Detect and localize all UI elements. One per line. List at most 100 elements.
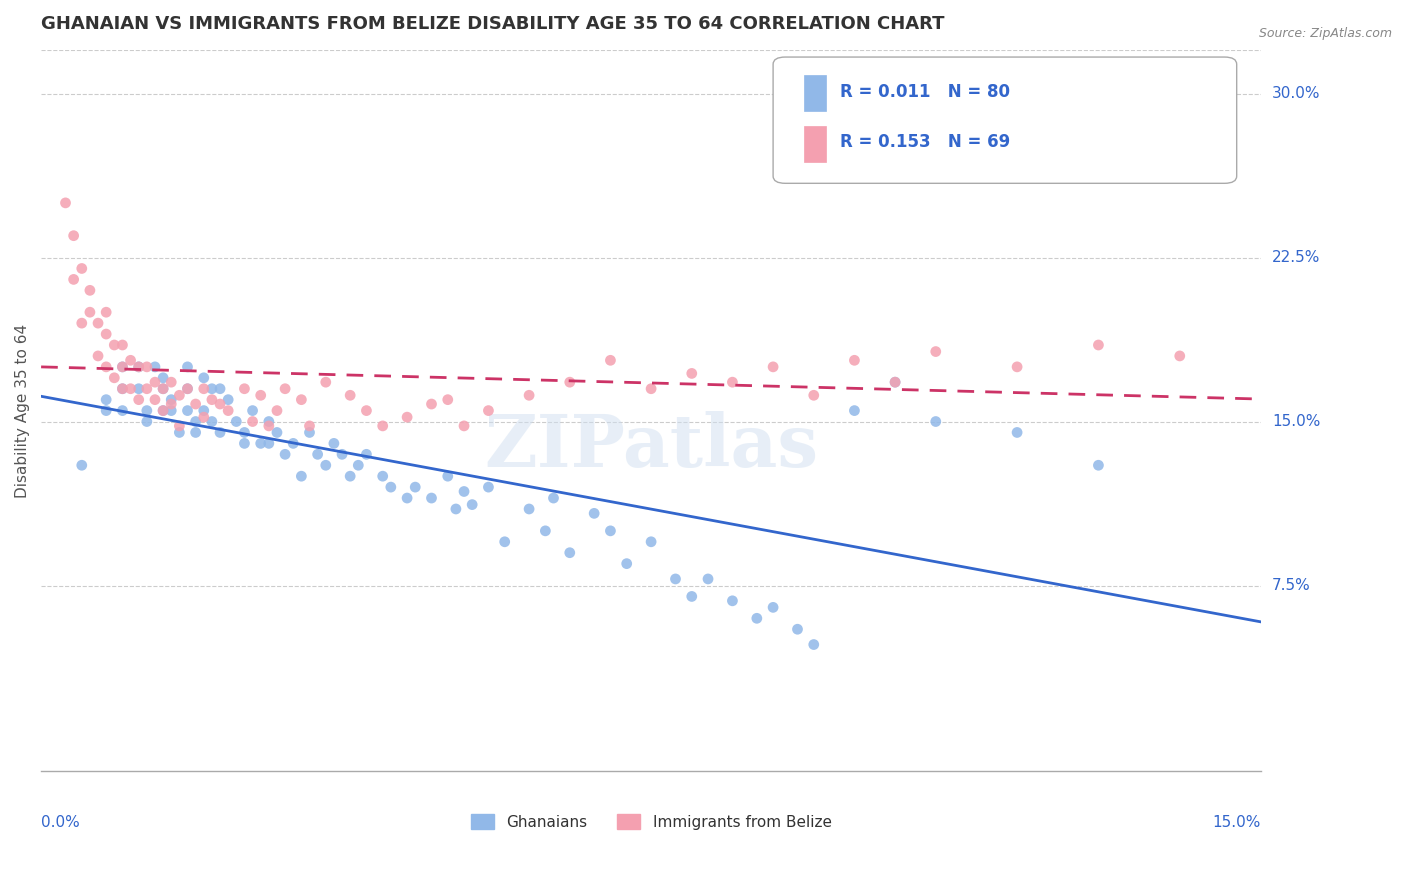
- Point: [184, 425, 207, 440]
- Point: [201, 382, 224, 396]
- Text: Source: ZipAtlas.com: Source: ZipAtlas.com: [1258, 27, 1392, 40]
- Point: [111, 382, 134, 396]
- Point: [217, 392, 239, 407]
- Point: [494, 534, 516, 549]
- Point: [844, 403, 866, 417]
- Point: [371, 418, 394, 433]
- Point: [257, 436, 280, 450]
- Point: [184, 397, 207, 411]
- Point: [152, 403, 174, 417]
- Point: [697, 572, 720, 586]
- Point: [884, 375, 907, 389]
- Point: [79, 305, 101, 319]
- Point: [884, 375, 907, 389]
- Point: [160, 397, 183, 411]
- Point: [371, 469, 394, 483]
- Point: [152, 382, 174, 396]
- Point: [436, 392, 458, 407]
- Point: [70, 316, 93, 330]
- Point: [176, 403, 198, 417]
- Point: [444, 502, 467, 516]
- Point: [62, 228, 84, 243]
- FancyBboxPatch shape: [773, 57, 1237, 184]
- Point: [111, 338, 134, 352]
- Text: 22.5%: 22.5%: [1272, 250, 1320, 265]
- Point: [160, 403, 183, 417]
- Point: [803, 388, 825, 402]
- Point: [925, 344, 948, 359]
- Point: [404, 480, 426, 494]
- FancyBboxPatch shape: [804, 126, 825, 161]
- Point: [1005, 425, 1028, 440]
- Point: [436, 469, 458, 483]
- Point: [330, 447, 353, 461]
- Point: [925, 415, 948, 429]
- Text: 15.0%: 15.0%: [1272, 414, 1320, 429]
- Point: [543, 491, 565, 505]
- Point: [721, 594, 744, 608]
- Point: [290, 392, 312, 407]
- Point: [193, 410, 215, 425]
- Point: [111, 359, 134, 374]
- Point: [169, 388, 191, 402]
- Point: [640, 534, 662, 549]
- Point: [96, 305, 118, 319]
- Text: R = 0.153   N = 69: R = 0.153 N = 69: [841, 133, 1011, 151]
- Point: [298, 418, 321, 433]
- Point: [298, 425, 321, 440]
- Y-axis label: Disability Age 35 to 64: Disability Age 35 to 64: [15, 324, 30, 498]
- Point: [534, 524, 557, 538]
- Point: [396, 410, 419, 425]
- Point: [599, 353, 621, 368]
- Text: R = 0.011   N = 80: R = 0.011 N = 80: [841, 83, 1010, 101]
- Text: GHANAIAN VS IMMIGRANTS FROM BELIZE DISABILITY AGE 35 TO 64 CORRELATION CHART: GHANAIAN VS IMMIGRANTS FROM BELIZE DISAB…: [41, 15, 945, 33]
- Point: [193, 403, 215, 417]
- Point: [599, 524, 621, 538]
- Point: [356, 403, 378, 417]
- Point: [217, 403, 239, 417]
- Point: [477, 480, 499, 494]
- Point: [356, 447, 378, 461]
- FancyBboxPatch shape: [804, 75, 825, 112]
- Point: [160, 392, 183, 407]
- Point: [274, 382, 297, 396]
- Point: [242, 403, 264, 417]
- Legend: Ghanaians, Immigrants from Belize: Ghanaians, Immigrants from Belize: [464, 807, 838, 836]
- Point: [640, 382, 662, 396]
- Point: [96, 327, 118, 342]
- Point: [1087, 458, 1109, 473]
- Point: [283, 436, 305, 450]
- Point: [96, 403, 118, 417]
- Point: [160, 375, 183, 389]
- Point: [201, 415, 224, 429]
- Point: [266, 403, 288, 417]
- Point: [681, 590, 703, 604]
- Point: [517, 502, 540, 516]
- Point: [209, 397, 232, 411]
- Point: [120, 382, 142, 396]
- Point: [103, 338, 125, 352]
- Point: [1087, 338, 1109, 352]
- Point: [87, 349, 110, 363]
- Point: [558, 375, 581, 389]
- Point: [721, 375, 744, 389]
- Point: [257, 418, 280, 433]
- Point: [380, 480, 402, 494]
- Point: [193, 371, 215, 385]
- Point: [558, 546, 581, 560]
- Point: [803, 638, 825, 652]
- Point: [128, 382, 150, 396]
- Point: [517, 388, 540, 402]
- Point: [176, 382, 198, 396]
- Point: [62, 272, 84, 286]
- Point: [233, 382, 256, 396]
- Point: [103, 371, 125, 385]
- Point: [1005, 359, 1028, 374]
- Point: [249, 436, 271, 450]
- Point: [193, 382, 215, 396]
- Point: [477, 403, 499, 417]
- Point: [152, 382, 174, 396]
- Point: [307, 447, 329, 461]
- Point: [87, 316, 110, 330]
- Point: [128, 359, 150, 374]
